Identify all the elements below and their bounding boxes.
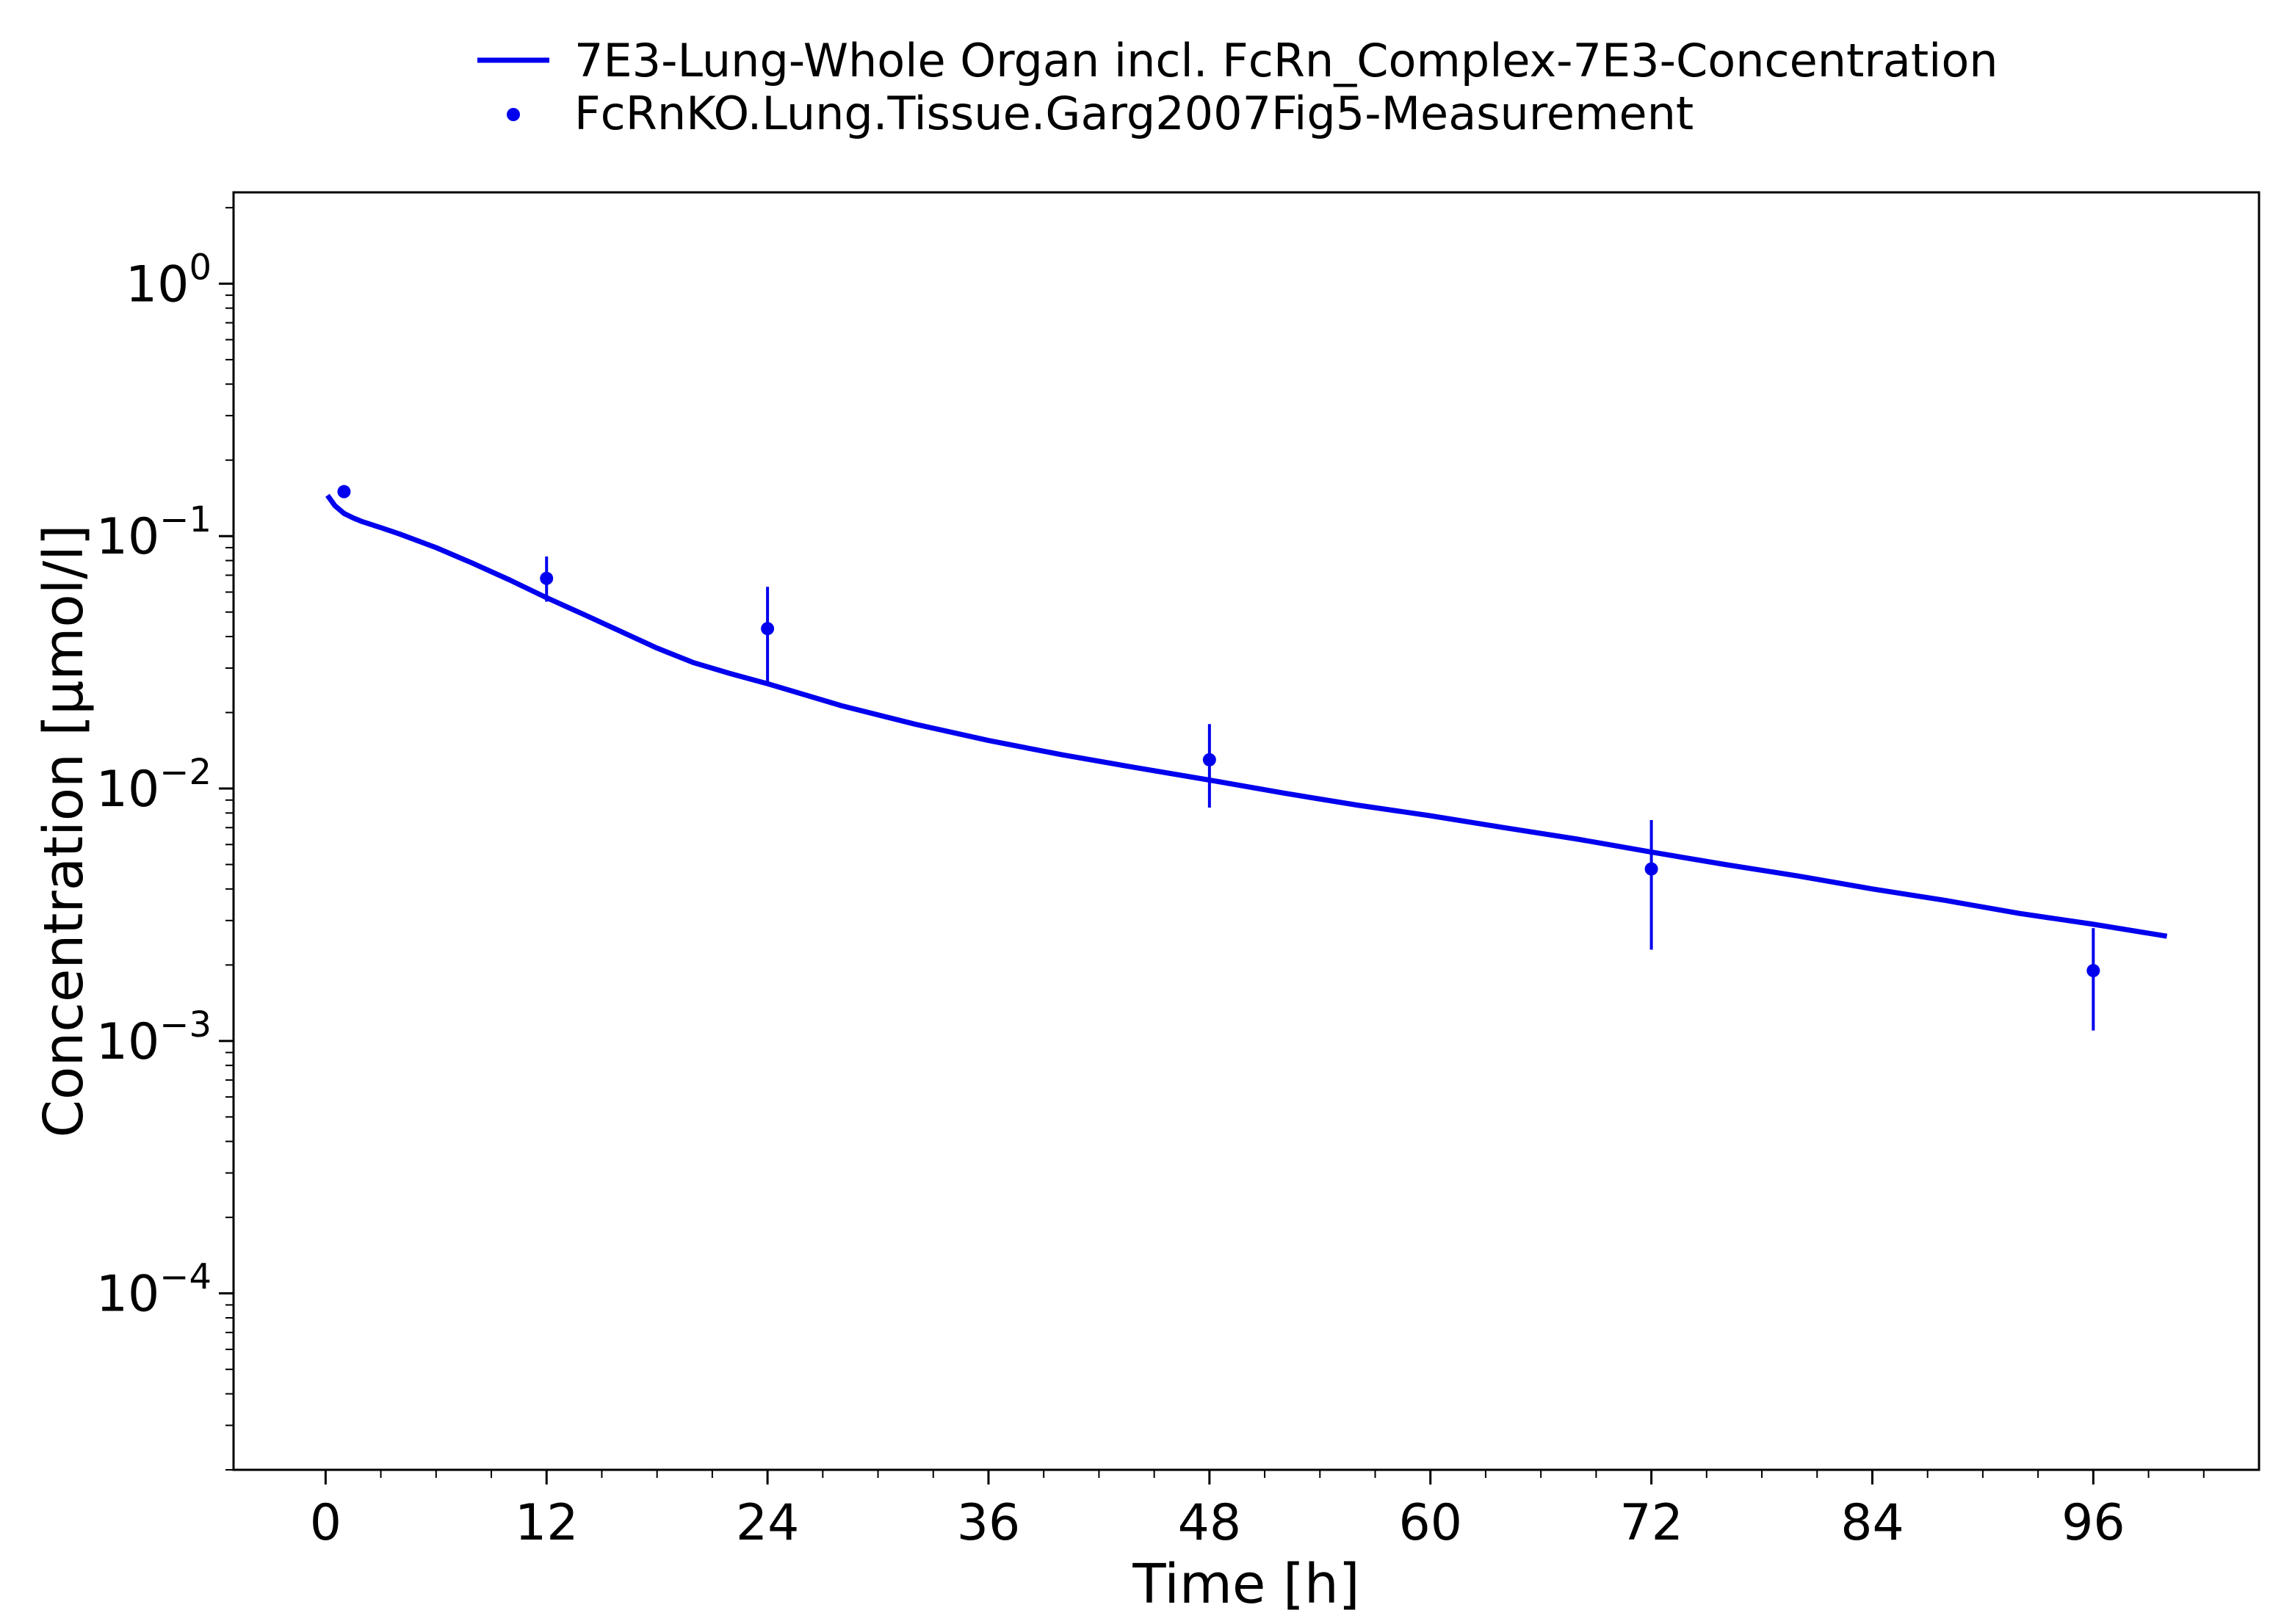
legend-marker-swatch <box>507 108 520 121</box>
x-tick-label: 12 <box>515 1494 579 1552</box>
x-tick-label: 96 <box>2061 1494 2125 1552</box>
y-axis: 100 10−1 10−2 10−3 10−4 <box>96 206 234 1471</box>
x-axis-label: Time [h] <box>1132 1553 1359 1616</box>
data-point <box>1202 753 1216 766</box>
x-tick-label: 24 <box>736 1494 800 1552</box>
x-tick-label: 0 <box>310 1494 341 1552</box>
legend-label-measurement: FcRnKO.Lung.Tissue.Garg2007Fig5-Measurem… <box>574 87 1694 140</box>
series-layer <box>325 485 2168 1031</box>
y-tick-label: 100 <box>126 247 212 313</box>
x-axis: 0 12 24 36 48 60 72 84 96 <box>310 1470 2205 1552</box>
y-tick-label: 10−3 <box>96 1004 212 1071</box>
x-tick-label: 36 <box>957 1494 1021 1552</box>
x-tick-label: 72 <box>1619 1494 1683 1552</box>
x-tick-label: 84 <box>1840 1494 1904 1552</box>
legend-label-line: 7E3-Lung-Whole Organ incl. FcRn_Complex-… <box>574 34 1998 87</box>
y-tick-label: 10−2 <box>96 752 212 819</box>
y-tick-label: 10−1 <box>96 499 212 566</box>
legend: 7E3-Lung-Whole Organ incl. FcRn_Complex-… <box>477 34 1998 140</box>
x-tick-label: 48 <box>1178 1494 1242 1552</box>
plot-area-frame <box>232 191 2260 1471</box>
data-point <box>337 485 351 499</box>
y-axis-label: Concentration [µmol/l] <box>32 524 95 1137</box>
series-line-simulation <box>325 493 2168 939</box>
data-point <box>540 571 554 585</box>
y-tick-label: 10−4 <box>96 1257 212 1324</box>
x-tick-label: 60 <box>1398 1494 1462 1552</box>
data-point <box>1644 862 1658 876</box>
data-point <box>2086 964 2100 978</box>
data-point <box>761 622 775 636</box>
